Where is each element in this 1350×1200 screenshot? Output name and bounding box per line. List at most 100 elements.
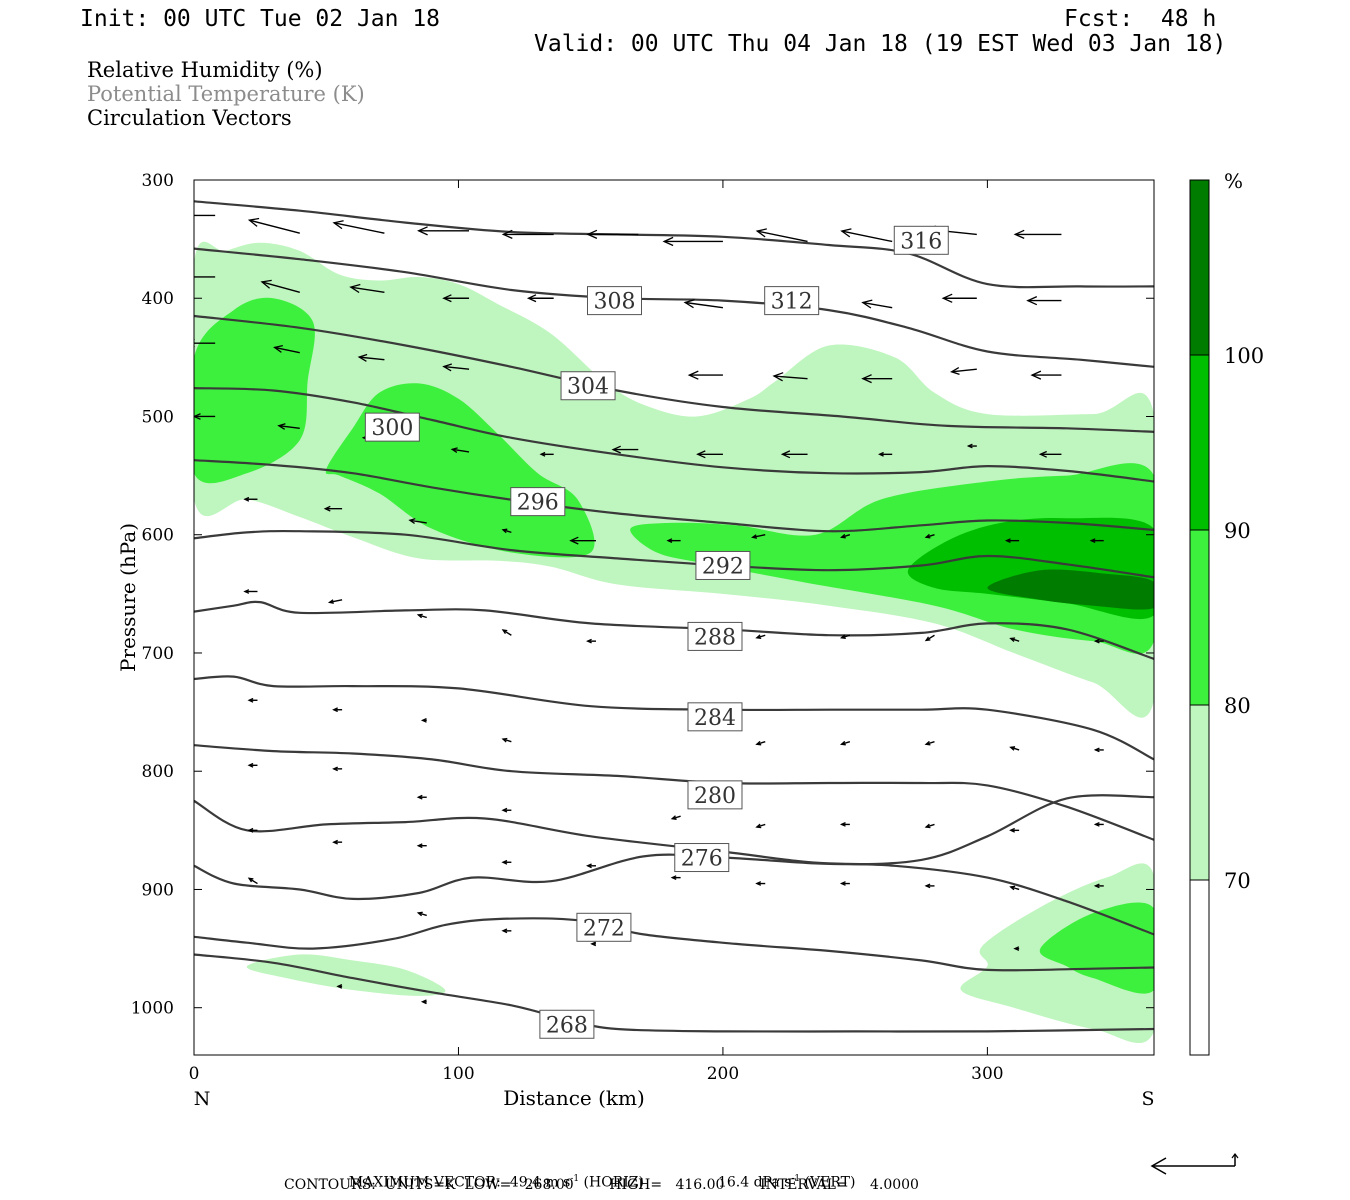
circulation-vector — [501, 928, 512, 934]
circulation-vector — [1009, 746, 1020, 751]
circulation-vector — [590, 941, 597, 947]
theta-label-292: 292 — [702, 554, 744, 579]
circulation-vector — [683, 299, 724, 309]
circulation-vector — [539, 451, 554, 457]
colorbar-label-70: 70 — [1224, 869, 1251, 893]
circulation-vector — [416, 843, 427, 849]
circulation-vector — [243, 496, 258, 502]
vector-head — [332, 766, 338, 772]
theta-contour-284 — [194, 744, 1154, 841]
colorbar-segment — [1190, 880, 1209, 1055]
vector-head — [924, 883, 931, 889]
circulation-vector — [349, 283, 385, 294]
vector-head — [755, 823, 762, 829]
circulation-vector — [924, 740, 935, 746]
circulation-vector — [924, 883, 935, 889]
circulation-vector — [941, 293, 977, 303]
reference-vector-head — [1150, 1157, 1167, 1175]
vector-head — [586, 638, 592, 644]
contours-info-line: CONTOURS: UNITS=K LOW= 268.00 HIGH= 416.… — [284, 1177, 919, 1193]
theta-label-280: 280 — [694, 784, 736, 809]
vector-head — [1093, 883, 1100, 889]
theta-label-268: 268 — [546, 1013, 588, 1038]
vector-shaft — [452, 448, 470, 453]
vector-shaft — [752, 534, 766, 539]
circulation-vector — [332, 839, 343, 845]
theta-label-296: 296 — [517, 491, 559, 516]
circulation-vector — [924, 634, 935, 642]
vector-head — [1093, 822, 1100, 827]
vector-head — [450, 447, 458, 453]
theta-contour-300 — [194, 459, 1154, 533]
circulation-vector — [878, 451, 893, 457]
vector-head — [247, 827, 254, 833]
x-end-label-north: N — [194, 1088, 211, 1110]
valid-time: Valid: 00 UTC Thu 04 Jan 18 (19 EST Wed … — [534, 31, 1227, 57]
vector-head — [416, 613, 423, 619]
colorbar: 100 90 80 70% — [1189, 169, 1264, 1056]
vector-head — [861, 374, 872, 384]
vector-shaft — [333, 222, 385, 234]
vector-head — [501, 629, 508, 635]
circulation-vector — [332, 766, 343, 772]
circulation-vector — [501, 229, 554, 239]
circulation-vector — [501, 737, 512, 743]
vector-head — [924, 533, 931, 539]
circulation-vector — [569, 536, 596, 545]
theta-label-276: 276 — [681, 847, 723, 872]
circulation-vector — [243, 589, 258, 594]
vector-head — [666, 538, 673, 543]
circulation-vector — [420, 718, 427, 723]
theta-contour-268 — [194, 953, 1154, 1033]
theta-label-288: 288 — [694, 625, 736, 650]
vector-head — [755, 634, 762, 640]
y-tick-label: 600 — [142, 526, 174, 546]
theta-contour-296 — [194, 529, 1154, 579]
vector-head — [332, 220, 344, 230]
vector-head — [611, 445, 621, 454]
vector-head — [247, 762, 254, 768]
vector-head — [243, 589, 250, 594]
circulation-vector — [260, 279, 300, 294]
vector-head — [1089, 538, 1096, 543]
circulation-vector — [666, 538, 681, 543]
circulation-vector — [247, 217, 300, 234]
theta-contour-272 — [194, 917, 1154, 972]
colorbar-label-90: 90 — [1224, 519, 1251, 543]
theta-label-304: 304 — [567, 375, 609, 400]
circulation-vector — [442, 294, 470, 303]
plot-frame — [193, 179, 1155, 1056]
circulation-vector — [417, 226, 470, 236]
y-tick-label: 400 — [142, 289, 174, 309]
vector-head — [247, 697, 254, 703]
circulation-vector — [586, 863, 596, 869]
circulation-vector — [687, 370, 723, 380]
vector-head — [861, 299, 873, 309]
vector-shaft — [925, 634, 935, 642]
vector-head — [526, 294, 537, 303]
vector-head — [247, 217, 260, 227]
circulation-vector — [501, 859, 512, 865]
theta-label-box-296 — [510, 487, 566, 517]
circulation-vector — [611, 445, 639, 454]
theta-label-box-284 — [687, 702, 743, 732]
vector-head — [194, 338, 195, 348]
circulation-vector — [416, 794, 427, 800]
vector-head — [332, 707, 338, 713]
vector-shaft — [757, 230, 808, 243]
vector-head — [148, 211, 157, 219]
vector-shaft — [329, 599, 343, 604]
vector-head — [273, 344, 283, 353]
circulation-vector — [1013, 229, 1062, 239]
vector-head — [840, 634, 846, 640]
circulation-vector — [336, 984, 343, 989]
vector-head — [687, 370, 699, 380]
circulation-vector — [840, 634, 851, 640]
theta-label-box-268 — [539, 1009, 595, 1039]
rh-region-80 — [630, 463, 1154, 654]
init-time: Init: 00 UTC Tue 02 Jan 18 — [80, 6, 441, 32]
vector-shaft — [274, 346, 300, 354]
circulation-vector — [1030, 370, 1062, 380]
vector-shaft — [443, 365, 470, 370]
